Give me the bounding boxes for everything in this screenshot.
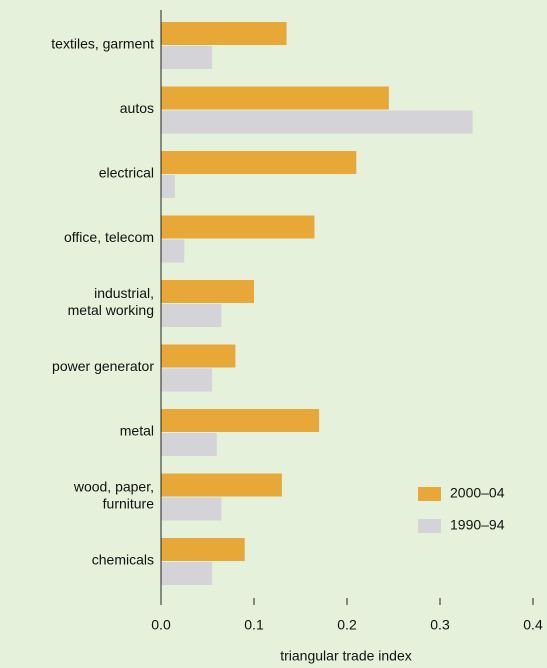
x-axis-title: triangular trade index — [280, 648, 412, 664]
y-tick-label: textiles, garment — [51, 36, 154, 52]
x-tick-label: 0.4 — [523, 617, 543, 633]
legend-swatch — [418, 487, 441, 501]
legend-swatch — [418, 519, 441, 533]
bar — [161, 497, 222, 521]
y-tick-label: industrial, — [94, 285, 154, 301]
y-tick-label: wood, paper, — [73, 479, 154, 495]
x-tick-label: 0.2 — [337, 617, 357, 633]
y-tick-label: autos — [120, 100, 154, 116]
bar — [161, 562, 213, 585]
y-tick-label: power generator — [52, 358, 154, 374]
bar — [161, 175, 175, 198]
bar — [161, 473, 282, 497]
bar — [161, 280, 254, 303]
bar — [161, 344, 236, 368]
y-tick-label: metal working — [68, 302, 154, 318]
y-tick-label: electrical — [99, 165, 154, 181]
x-tick-label: 0.0 — [151, 617, 171, 633]
bar — [161, 215, 315, 239]
bar — [161, 433, 217, 456]
y-tick-label: furniture — [103, 496, 155, 512]
bar — [161, 86, 389, 110]
bar — [161, 304, 222, 327]
y-tick-label: chemicals — [92, 552, 154, 568]
legend-label: 1990–94 — [450, 517, 505, 533]
bar — [161, 538, 245, 561]
bar — [161, 368, 213, 392]
bar — [161, 409, 320, 432]
bar — [161, 22, 287, 45]
x-tick-label: 0.1 — [244, 617, 264, 633]
y-tick-label: office, telecom — [64, 229, 154, 245]
x-tick-label: 0.3 — [430, 617, 450, 633]
legend-label: 2000–04 — [450, 485, 505, 501]
bar — [161, 110, 473, 134]
bar — [161, 151, 357, 174]
bar — [161, 46, 213, 69]
bar — [161, 239, 185, 263]
y-tick-label: metal — [120, 423, 154, 439]
